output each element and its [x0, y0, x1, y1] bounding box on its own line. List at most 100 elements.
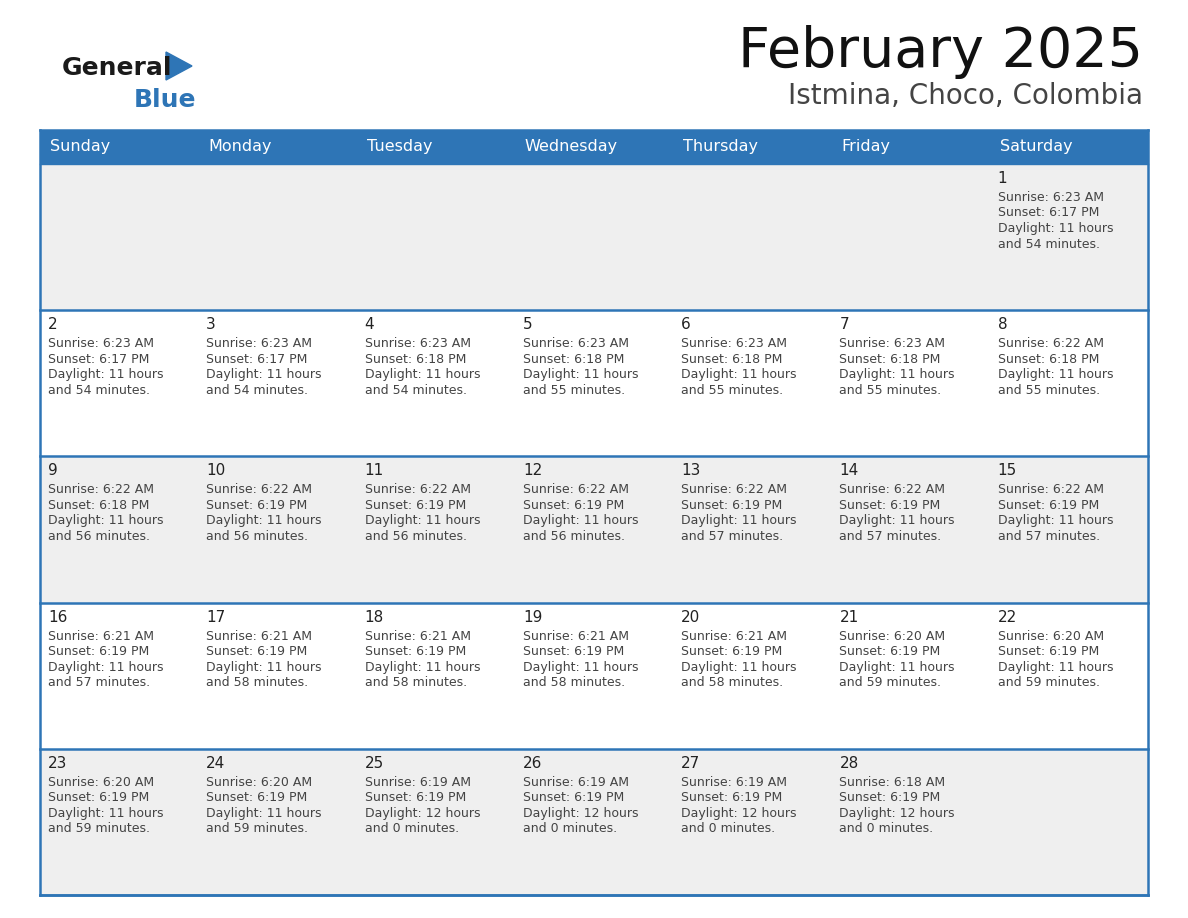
Text: Daylight: 11 hours: Daylight: 11 hours	[998, 661, 1113, 674]
Text: Sunrise: 6:20 AM: Sunrise: 6:20 AM	[998, 630, 1104, 643]
Text: and 0 minutes.: and 0 minutes.	[840, 823, 934, 835]
Text: and 54 minutes.: and 54 minutes.	[207, 384, 308, 397]
Text: Sunday: Sunday	[50, 140, 110, 154]
Text: Blue: Blue	[134, 88, 196, 112]
Text: Daylight: 11 hours: Daylight: 11 hours	[998, 514, 1113, 528]
Text: Thursday: Thursday	[683, 140, 758, 154]
Text: 19: 19	[523, 610, 542, 624]
Bar	[40, 602, 1148, 749]
Text: and 57 minutes.: and 57 minutes.	[48, 676, 150, 689]
Text: and 55 minutes.: and 55 minutes.	[998, 384, 1100, 397]
Text: Istmina, Choco, Colombia: Istmina, Choco, Colombia	[788, 82, 1143, 110]
Text: 9: 9	[48, 464, 58, 478]
Text: Wednesday: Wednesday	[525, 140, 618, 154]
Text: Sunset: 6:17 PM: Sunset: 6:17 PM	[207, 353, 308, 365]
Text: 23: 23	[48, 756, 68, 771]
Text: and 56 minutes.: and 56 minutes.	[48, 530, 150, 543]
Text: and 58 minutes.: and 58 minutes.	[523, 676, 625, 689]
Bar	[40, 749, 1148, 895]
Text: Daylight: 11 hours: Daylight: 11 hours	[48, 514, 164, 528]
Text: Sunset: 6:18 PM: Sunset: 6:18 PM	[523, 353, 624, 365]
Text: 16: 16	[48, 610, 68, 624]
Text: and 55 minutes.: and 55 minutes.	[523, 384, 625, 397]
Text: Sunrise: 6:22 AM: Sunrise: 6:22 AM	[998, 484, 1104, 497]
Text: Sunrise: 6:23 AM: Sunrise: 6:23 AM	[48, 337, 154, 350]
Text: and 54 minutes.: and 54 minutes.	[48, 384, 150, 397]
Text: Daylight: 11 hours: Daylight: 11 hours	[998, 368, 1113, 381]
Text: and 54 minutes.: and 54 minutes.	[365, 384, 467, 397]
Text: Sunrise: 6:22 AM: Sunrise: 6:22 AM	[365, 484, 470, 497]
Text: Sunset: 6:19 PM: Sunset: 6:19 PM	[523, 498, 624, 512]
Text: Sunset: 6:18 PM: Sunset: 6:18 PM	[840, 353, 941, 365]
Text: 10: 10	[207, 464, 226, 478]
Text: Sunrise: 6:23 AM: Sunrise: 6:23 AM	[998, 191, 1104, 204]
Text: Sunrise: 6:23 AM: Sunrise: 6:23 AM	[840, 337, 946, 350]
Text: Sunset: 6:19 PM: Sunset: 6:19 PM	[523, 791, 624, 804]
Text: Sunrise: 6:22 AM: Sunrise: 6:22 AM	[48, 484, 154, 497]
Text: and 55 minutes.: and 55 minutes.	[681, 384, 783, 397]
Text: and 0 minutes.: and 0 minutes.	[681, 823, 776, 835]
Text: Sunset: 6:17 PM: Sunset: 6:17 PM	[48, 353, 150, 365]
Text: General: General	[62, 56, 172, 80]
Text: Daylight: 11 hours: Daylight: 11 hours	[365, 514, 480, 528]
Text: Sunset: 6:19 PM: Sunset: 6:19 PM	[998, 645, 1099, 658]
Text: Sunset: 6:19 PM: Sunset: 6:19 PM	[207, 498, 308, 512]
Text: and 57 minutes.: and 57 minutes.	[998, 530, 1100, 543]
Text: Sunrise: 6:23 AM: Sunrise: 6:23 AM	[207, 337, 312, 350]
Text: Sunrise: 6:22 AM: Sunrise: 6:22 AM	[840, 484, 946, 497]
Text: Daylight: 11 hours: Daylight: 11 hours	[48, 368, 164, 381]
Text: and 58 minutes.: and 58 minutes.	[365, 676, 467, 689]
Text: Sunset: 6:19 PM: Sunset: 6:19 PM	[681, 791, 783, 804]
Text: 18: 18	[365, 610, 384, 624]
Text: Daylight: 11 hours: Daylight: 11 hours	[48, 807, 164, 820]
Text: 4: 4	[365, 318, 374, 332]
Bar	[40, 164, 1148, 310]
Text: Tuesday: Tuesday	[367, 140, 432, 154]
Text: Daylight: 11 hours: Daylight: 11 hours	[207, 368, 322, 381]
Text: Sunset: 6:19 PM: Sunset: 6:19 PM	[207, 645, 308, 658]
Text: Sunrise: 6:21 AM: Sunrise: 6:21 AM	[365, 630, 470, 643]
Text: 1: 1	[998, 171, 1007, 186]
Text: Sunrise: 6:19 AM: Sunrise: 6:19 AM	[523, 776, 628, 789]
Text: Daylight: 11 hours: Daylight: 11 hours	[365, 661, 480, 674]
Text: Daylight: 11 hours: Daylight: 11 hours	[207, 661, 322, 674]
Text: Sunset: 6:19 PM: Sunset: 6:19 PM	[681, 645, 783, 658]
Text: 24: 24	[207, 756, 226, 771]
Text: 26: 26	[523, 756, 542, 771]
Text: 22: 22	[998, 610, 1017, 624]
Text: Daylight: 11 hours: Daylight: 11 hours	[523, 514, 638, 528]
Text: Sunset: 6:19 PM: Sunset: 6:19 PM	[840, 498, 941, 512]
Text: and 58 minutes.: and 58 minutes.	[681, 676, 783, 689]
Text: 21: 21	[840, 610, 859, 624]
Text: Daylight: 11 hours: Daylight: 11 hours	[48, 661, 164, 674]
Text: Sunrise: 6:20 AM: Sunrise: 6:20 AM	[840, 630, 946, 643]
Text: and 0 minutes.: and 0 minutes.	[365, 823, 459, 835]
Text: 8: 8	[998, 318, 1007, 332]
Text: Daylight: 12 hours: Daylight: 12 hours	[840, 807, 955, 820]
Text: Sunrise: 6:22 AM: Sunrise: 6:22 AM	[523, 484, 628, 497]
Text: Sunset: 6:19 PM: Sunset: 6:19 PM	[681, 498, 783, 512]
Text: and 55 minutes.: and 55 minutes.	[840, 384, 942, 397]
Text: and 0 minutes.: and 0 minutes.	[523, 823, 617, 835]
Text: Daylight: 12 hours: Daylight: 12 hours	[523, 807, 638, 820]
Text: Sunset: 6:19 PM: Sunset: 6:19 PM	[207, 791, 308, 804]
Bar	[40, 456, 1148, 602]
Text: Friday: Friday	[841, 140, 891, 154]
Text: and 57 minutes.: and 57 minutes.	[840, 530, 942, 543]
Text: and 56 minutes.: and 56 minutes.	[365, 530, 467, 543]
Text: 3: 3	[207, 318, 216, 332]
Text: Sunrise: 6:21 AM: Sunrise: 6:21 AM	[523, 630, 628, 643]
Text: Sunset: 6:19 PM: Sunset: 6:19 PM	[523, 645, 624, 658]
Text: Sunrise: 6:21 AM: Sunrise: 6:21 AM	[48, 630, 154, 643]
Text: Daylight: 11 hours: Daylight: 11 hours	[998, 222, 1113, 235]
Text: Sunset: 6:18 PM: Sunset: 6:18 PM	[681, 353, 783, 365]
Text: Sunset: 6:19 PM: Sunset: 6:19 PM	[48, 645, 150, 658]
Text: Saturday: Saturday	[1000, 140, 1073, 154]
Text: 20: 20	[681, 610, 701, 624]
Text: Daylight: 11 hours: Daylight: 11 hours	[840, 661, 955, 674]
Text: 15: 15	[998, 464, 1017, 478]
Text: Daylight: 12 hours: Daylight: 12 hours	[681, 807, 797, 820]
Text: Sunset: 6:17 PM: Sunset: 6:17 PM	[998, 207, 1099, 219]
Text: 11: 11	[365, 464, 384, 478]
Text: 14: 14	[840, 464, 859, 478]
